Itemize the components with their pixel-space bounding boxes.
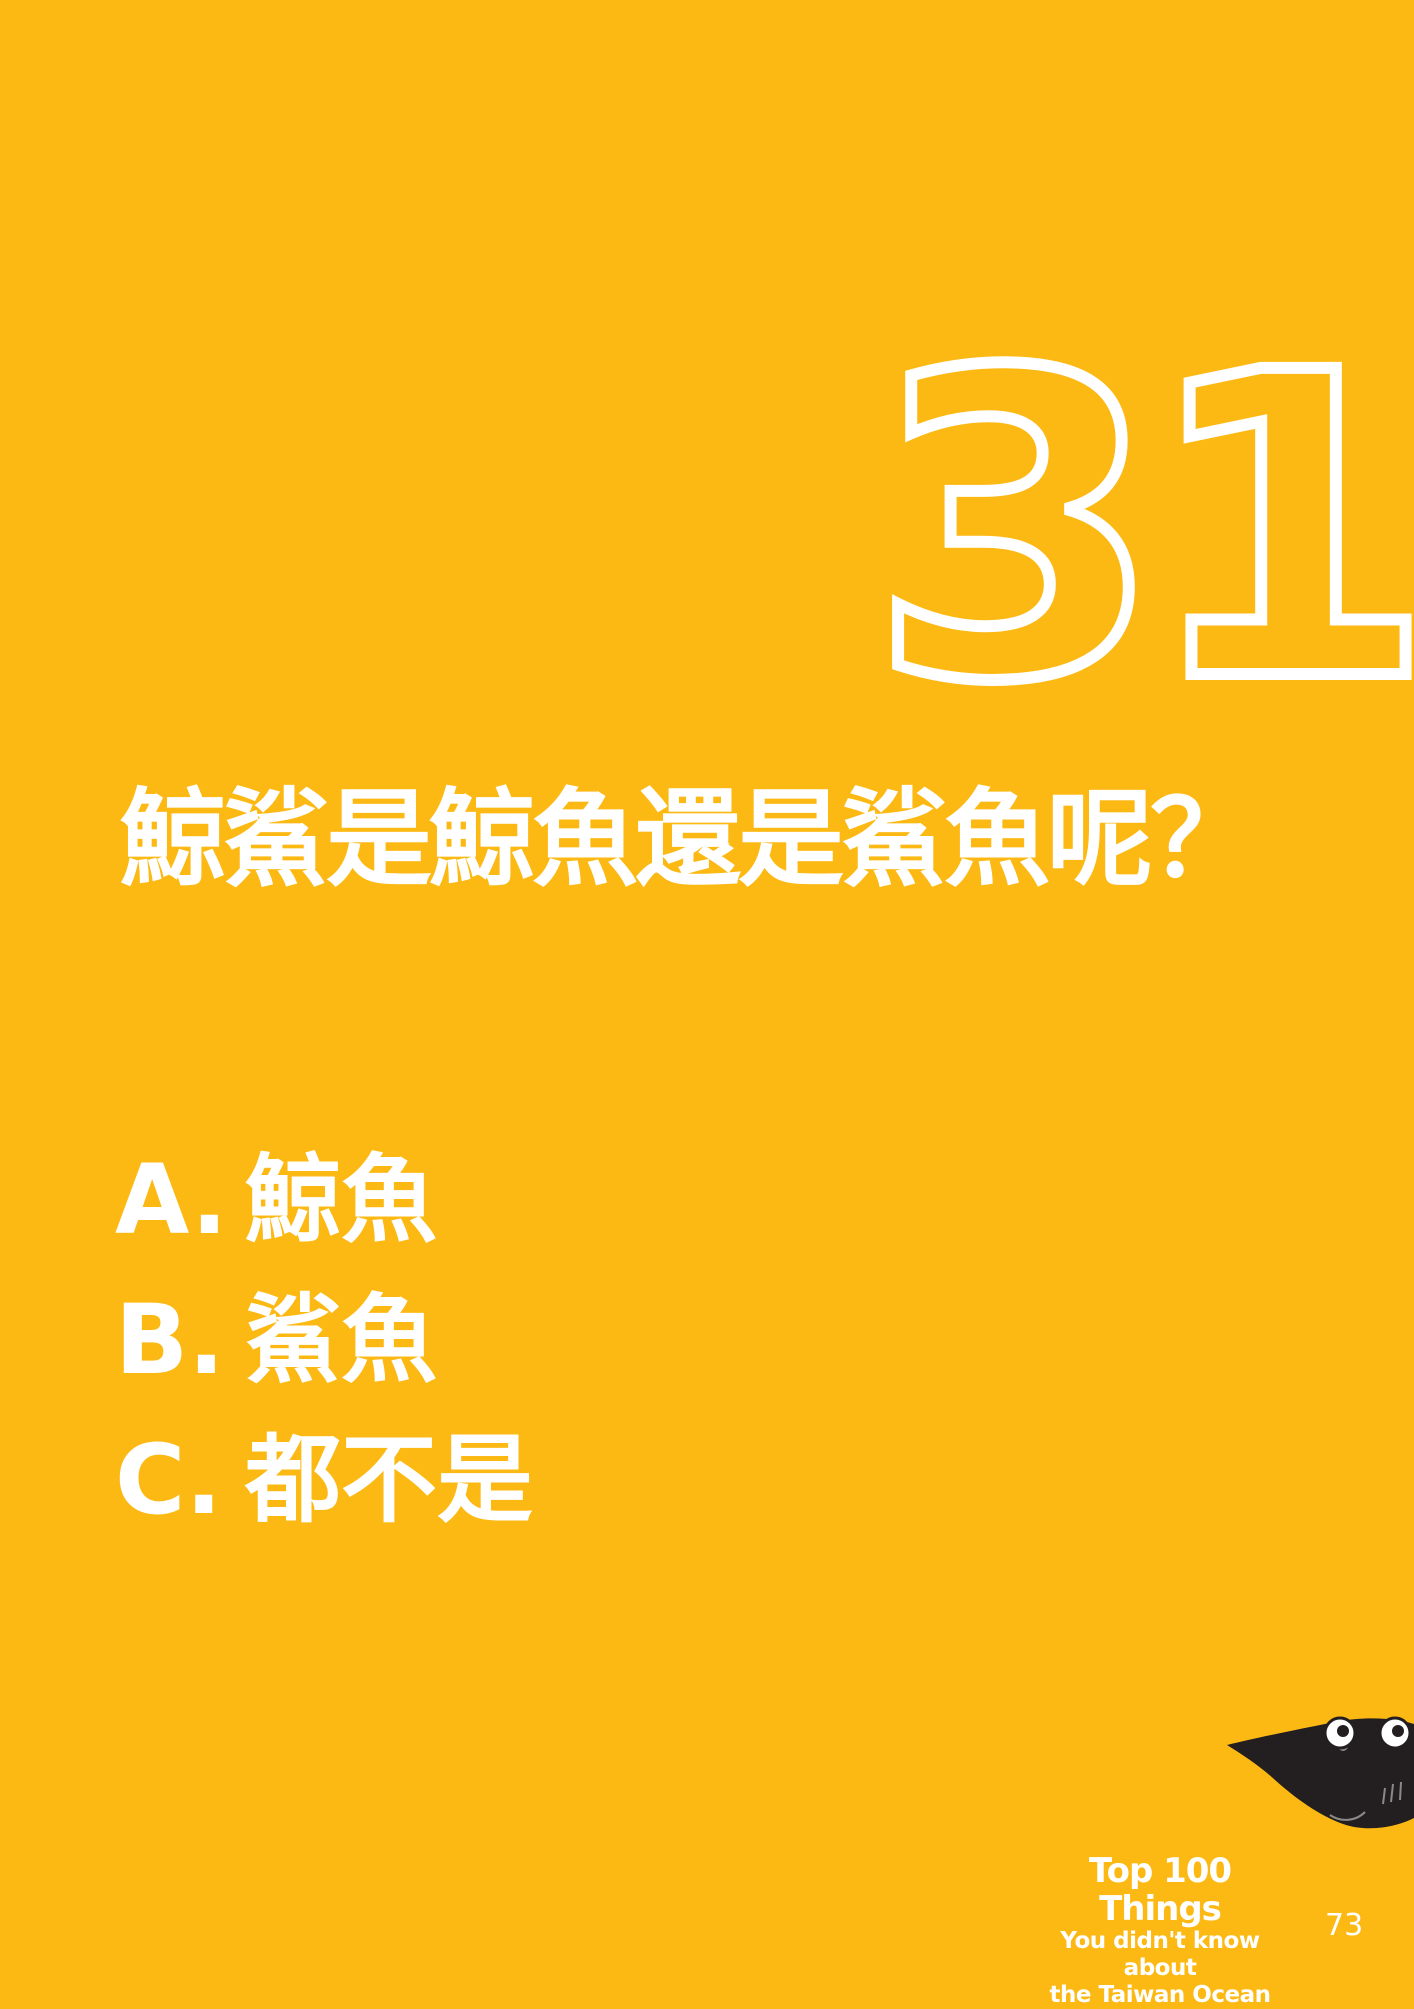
option-c: C. 都不是 bbox=[115, 1410, 815, 1550]
option-letter: C. bbox=[115, 1424, 222, 1536]
brand-subtitle: the Taiwan Ocean bbox=[1049, 1982, 1271, 2008]
quiz-number: 31 bbox=[864, 285, 1414, 774]
manta-ray-icon bbox=[1227, 1716, 1414, 1829]
options-list: A. 鯨魚 B. 鯊魚 C. 都不是 bbox=[115, 1130, 815, 1550]
option-letter: A. bbox=[115, 1144, 228, 1256]
option-text: 都不是 bbox=[245, 1424, 533, 1536]
option-a: A. 鯨魚 bbox=[115, 1130, 815, 1270]
brand-title: Top 100 Things bbox=[1088, 1851, 1232, 1929]
option-b: B. 鯊魚 bbox=[115, 1270, 815, 1410]
option-text: 鯊魚 bbox=[245, 1284, 437, 1396]
brand-subtitle: You didn't know about bbox=[1060, 1928, 1260, 1981]
brand-logo: Top 100 Things You didn't know about the… bbox=[1035, 1852, 1285, 2009]
option-text: 鯨魚 bbox=[245, 1144, 437, 1256]
option-letter: B. bbox=[115, 1284, 225, 1396]
page-number: 73 bbox=[1325, 1908, 1364, 1943]
question-title: 鯨鯊是鯨魚還是鯊魚呢？ bbox=[120, 778, 1256, 901]
